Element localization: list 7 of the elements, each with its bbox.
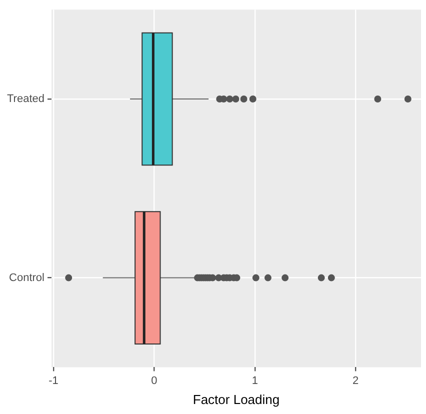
x-axis-title: Factor Loading — [192, 392, 280, 407]
x-tick-label: 2 — [352, 374, 359, 387]
y-tick-label: Control — [9, 272, 44, 284]
x-tick-label: 1 — [252, 374, 258, 387]
x-tick-label: 0 — [151, 374, 158, 387]
y-tick-label: Treated — [6, 93, 44, 106]
x-tick-label: -1 — [48, 374, 58, 387]
